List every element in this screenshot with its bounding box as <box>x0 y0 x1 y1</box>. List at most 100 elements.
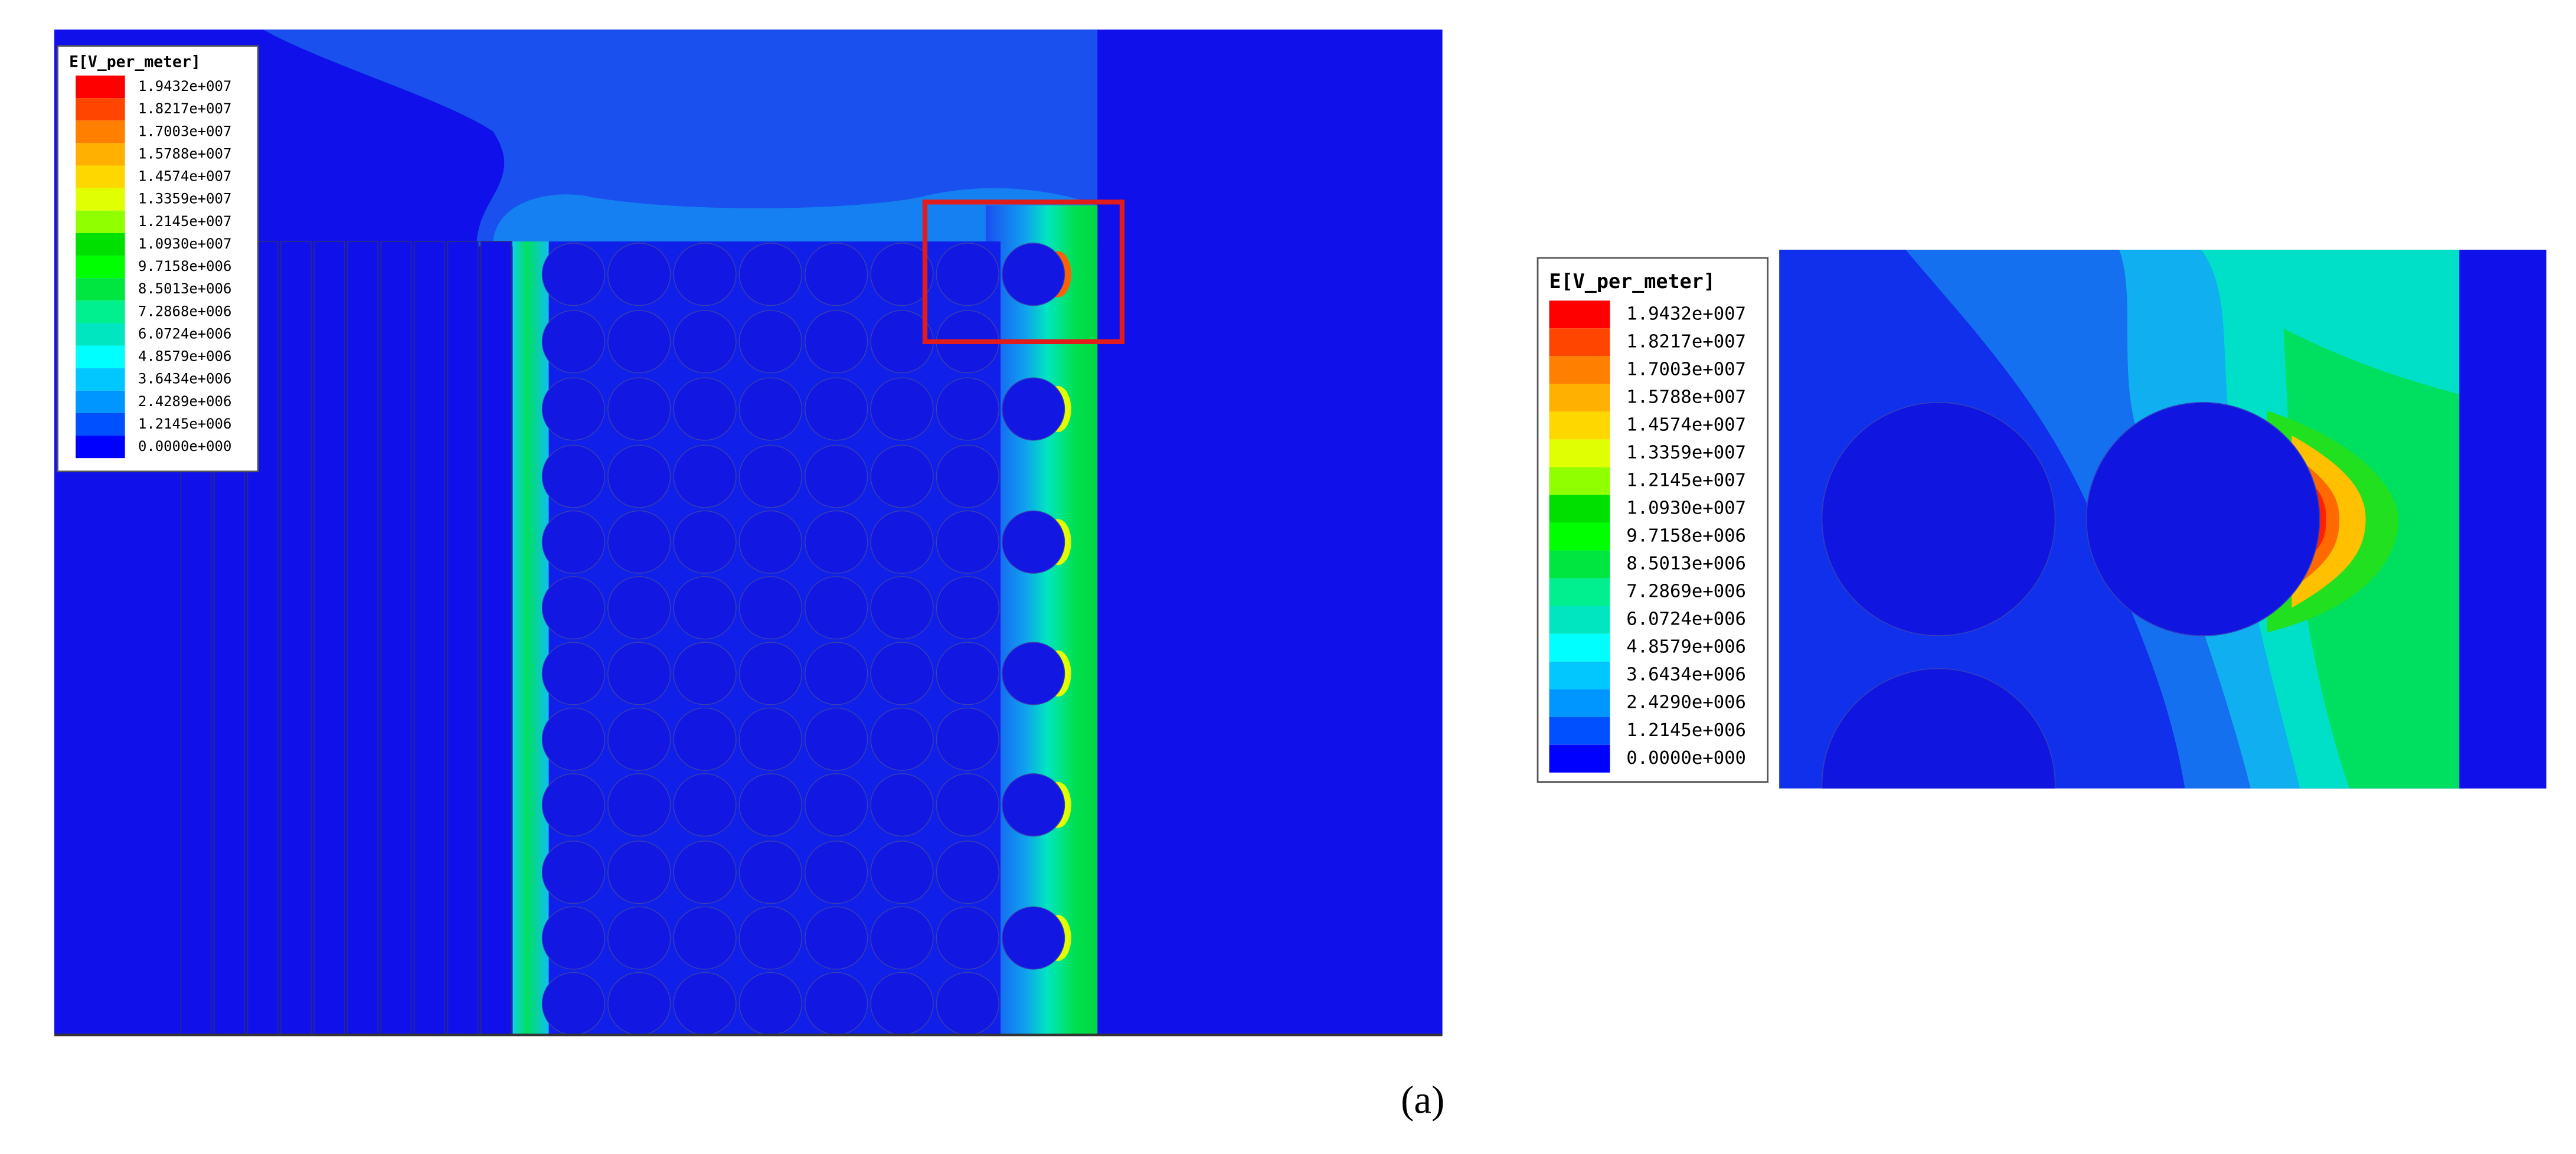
conductor <box>738 576 802 640</box>
legend-swatch <box>76 413 125 436</box>
legend-swatch <box>1549 689 1610 717</box>
conductor <box>673 773 737 837</box>
rod <box>280 241 312 1036</box>
conductor <box>673 906 737 970</box>
legend-label: 1.0930e+007 <box>1626 498 1746 519</box>
conductor <box>673 444 737 508</box>
legend-label: 1.4574e+007 <box>138 168 231 185</box>
legend-swatch <box>76 278 125 301</box>
conductor <box>738 773 802 837</box>
conductor <box>805 310 868 374</box>
rod <box>480 241 512 1036</box>
legend-swatch <box>1549 356 1610 384</box>
conductor <box>1002 510 1065 574</box>
conductor <box>607 310 671 374</box>
legend-swatch <box>76 98 125 121</box>
legend-swatch <box>76 120 125 143</box>
conductor <box>1002 243 1065 306</box>
legend-swatch <box>1549 744 1610 773</box>
conductor <box>870 243 934 306</box>
conductor <box>673 377 737 441</box>
conductor <box>673 972 737 1035</box>
legend-label: 7.2869e+006 <box>1626 581 1746 602</box>
legend-label: 9.7158e+006 <box>138 258 231 274</box>
legend-swatch <box>1549 300 1610 329</box>
legend-swatch <box>1549 495 1610 523</box>
legend-label: 1.2145e+006 <box>1626 720 1746 741</box>
legend-label: 1.9432e+007 <box>1626 303 1746 324</box>
conductor <box>738 444 802 508</box>
legend-label: 1.3359e+007 <box>1626 442 1746 463</box>
conductor <box>870 972 934 1035</box>
conductor <box>738 707 802 771</box>
legend-label: 1.7003e+007 <box>1626 359 1746 380</box>
conductor <box>541 377 606 441</box>
legend-label: 1.5788e+007 <box>138 145 231 162</box>
conductor <box>1002 906 1065 970</box>
conductor <box>541 444 606 508</box>
legend-label: 1.8217e+007 <box>1626 331 1746 352</box>
conductor <box>936 377 999 441</box>
conductor <box>607 576 671 640</box>
legend-swatch <box>1549 661 1610 689</box>
legend-title: E[V_per_meter] <box>1549 270 1715 293</box>
zoom-box <box>922 200 1125 345</box>
conductor <box>805 510 868 574</box>
legend-swatch <box>1549 717 1610 745</box>
legend-label: 1.8217e+007 <box>138 100 231 117</box>
legend-swatch <box>1549 633 1610 662</box>
rod <box>447 241 479 1036</box>
conductor <box>607 243 671 306</box>
conductor <box>738 510 802 574</box>
conductor <box>607 972 671 1035</box>
conductor <box>673 642 737 705</box>
conductor <box>936 510 999 574</box>
legend-label: 3.6434e+006 <box>1626 665 1746 685</box>
conductor <box>870 841 934 904</box>
legend-label: 1.7003e+007 <box>138 123 231 139</box>
field-map-right <box>1779 250 2546 789</box>
rod <box>413 241 446 1036</box>
legend-swatch <box>76 165 125 188</box>
conductor <box>541 972 606 1035</box>
conductor <box>1002 642 1065 705</box>
legend-swatch <box>1549 411 1610 440</box>
conductor <box>673 243 737 306</box>
conductor <box>805 773 868 837</box>
conductor <box>936 576 999 640</box>
legend-label: 1.2145e+006 <box>138 416 231 432</box>
conductor-array <box>541 243 1071 1035</box>
conductor <box>870 773 934 837</box>
conductor <box>738 310 802 374</box>
legend-label: 8.5013e+006 <box>1626 554 1746 574</box>
legend-swatch <box>76 233 125 256</box>
legend-swatch <box>76 210 125 233</box>
conductor <box>541 510 606 574</box>
legend-title: E[V_per_meter] <box>69 53 201 71</box>
conductor <box>607 773 671 837</box>
legend-swatch <box>1549 578 1610 606</box>
conductor <box>805 642 868 705</box>
conductor <box>936 707 999 771</box>
conductor <box>936 972 999 1035</box>
legend-label: 3.6434e+006 <box>138 371 231 387</box>
legend-label: 2.4289e+006 <box>138 393 231 410</box>
conductor <box>1002 377 1065 441</box>
conductor <box>738 642 802 705</box>
legend-label: 1.5788e+007 <box>1626 387 1746 407</box>
conductor <box>541 707 606 771</box>
conductor <box>805 377 868 441</box>
conductor <box>805 972 868 1035</box>
legend-swatch <box>1549 328 1610 357</box>
legend-label: 2.4290e+006 <box>1626 692 1746 713</box>
conductor <box>870 576 934 640</box>
conductor <box>607 906 671 970</box>
legend-label: 6.0724e+006 <box>1626 609 1746 630</box>
legend-swatch <box>76 188 125 211</box>
legend-label: 1.4574e+007 <box>1626 414 1746 435</box>
conductor <box>870 707 934 771</box>
legend-swatch <box>1549 522 1610 551</box>
legend-swatch <box>76 390 125 413</box>
